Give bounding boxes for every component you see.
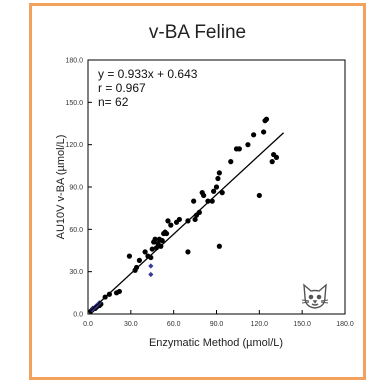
data-point xyxy=(213,184,220,190)
x-tick-label: 150.0 xyxy=(293,321,311,328)
data-point xyxy=(165,218,171,224)
count-label: n= 62 xyxy=(98,95,129,109)
data-point xyxy=(159,238,165,244)
data-point xyxy=(228,159,234,165)
data-point xyxy=(261,129,267,135)
data-point xyxy=(245,142,251,148)
y-tick-label: 30.0 xyxy=(69,269,83,276)
data-point xyxy=(263,116,270,122)
data-point xyxy=(215,175,221,182)
data-point xyxy=(205,198,211,204)
data-point xyxy=(163,230,170,237)
data-point xyxy=(191,198,197,204)
data-point xyxy=(126,253,133,259)
data-point xyxy=(152,236,158,242)
data-point xyxy=(192,216,198,223)
data-point xyxy=(201,192,207,199)
y-tick-label: 120.0 xyxy=(65,142,83,149)
data-point xyxy=(216,243,222,249)
correlation-label: r = 0.967 xyxy=(98,81,146,95)
data-point xyxy=(136,257,142,263)
data-point xyxy=(149,246,155,252)
axis-ticks: 0.0 30.0 60.0 90.0 120.0 150.0 180.0 0.0 30.0 60.… xyxy=(65,58,353,329)
x-tick-label: 0.0 xyxy=(83,321,93,328)
y-tick-label: 0.0 xyxy=(73,312,83,319)
data-point xyxy=(256,192,262,199)
x-tick-label: 120.0 xyxy=(251,321,269,328)
data-point xyxy=(251,132,257,138)
cat-icon xyxy=(301,283,329,309)
y-axis-label: AU10V v-BA (µmol/L) xyxy=(55,135,67,240)
data-point xyxy=(211,188,217,194)
data-point xyxy=(176,216,182,223)
y-tick-label: 180.0 xyxy=(65,58,83,65)
data-point xyxy=(236,146,242,152)
x-axis-label: Enzymatic Method (µmol/L) xyxy=(149,337,283,349)
data-point-diamond xyxy=(148,271,154,278)
data-point xyxy=(168,222,174,228)
data-point xyxy=(185,249,191,255)
chart-title: v-BA Feline xyxy=(148,22,247,43)
regression-line xyxy=(88,132,285,313)
equation-label: y = 0.933x + 0.643 xyxy=(98,67,198,81)
y-tick-label: 60.0 xyxy=(69,227,83,234)
data-point xyxy=(116,288,123,295)
x-tick-label: 60.0 xyxy=(167,321,181,328)
data-point-diamond xyxy=(148,263,154,269)
x-tick-label: 30.0 xyxy=(124,321,138,328)
y-tick-label: 150.0 xyxy=(65,100,83,107)
y-tick-label: 90.0 xyxy=(69,185,83,192)
data-point xyxy=(269,159,275,165)
x-tick-label: 180.0 xyxy=(336,321,354,328)
x-tick-label: 90.0 xyxy=(210,321,224,328)
data-point xyxy=(273,154,280,160)
data-point xyxy=(216,170,222,176)
data-point xyxy=(142,249,148,255)
